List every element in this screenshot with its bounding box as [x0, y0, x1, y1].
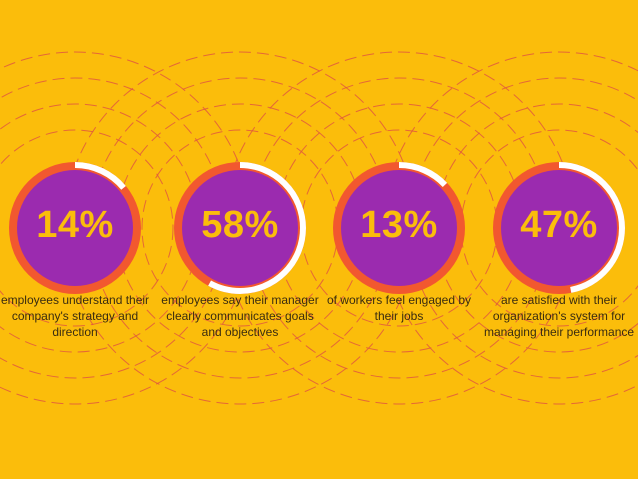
progress-arc	[493, 162, 625, 294]
percent-value: 13%	[360, 204, 438, 246]
stat-card-3: 13% of workers feel engaged by their job…	[324, 160, 474, 370]
dashed-circle	[0, 129, 174, 327]
progress-arc	[9, 162, 141, 294]
dashed-circle	[382, 51, 638, 405]
stat-card-4: 47% are satisfied with their organizatio…	[484, 160, 634, 370]
progress-arc	[333, 162, 465, 294]
percent-value: 14%	[36, 204, 114, 246]
percent-disc	[501, 170, 617, 286]
stat-description: of workers feel engaged by their jobs	[326, 293, 472, 323]
progress-arc	[174, 162, 306, 294]
percent-disc	[17, 170, 133, 286]
percent-value: 58%	[201, 204, 279, 246]
stat-card-2: 58% employees say their manager clearly …	[161, 160, 319, 370]
percent-ring	[333, 162, 465, 294]
percent-value: 47%	[520, 204, 598, 246]
percent-ring	[9, 162, 141, 294]
percent-ring	[493, 162, 625, 294]
percent-disc	[341, 170, 457, 286]
stat-card-1: 14% employees understand their company's…	[0, 160, 150, 370]
stat-description: are satisfied with their organization's …	[483, 293, 635, 339]
percent-disc	[182, 170, 298, 286]
stat-description: employees say their manager clearly comm…	[161, 293, 319, 339]
stat-description: employees understand their company's str…	[0, 293, 150, 339]
percent-ring	[174, 162, 306, 294]
